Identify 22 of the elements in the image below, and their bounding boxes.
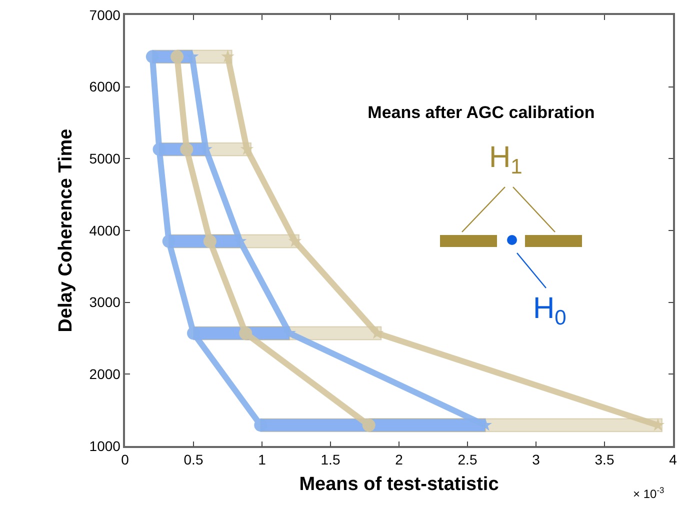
x-tick-label: 1.5	[320, 452, 340, 468]
y-tick-label: 4000	[89, 222, 121, 238]
x-tick-label: 3.5	[594, 452, 614, 468]
y-tick-label: 7000	[89, 6, 121, 23]
x-tick-label: 2	[395, 452, 404, 468]
y-tick-label: 5000	[89, 150, 121, 167]
text: Means after AGC calibration	[368, 102, 595, 122]
annotation: H$_{1}$	[489, 141, 522, 178]
annotation: H$_{0}$	[533, 292, 566, 330]
x-tick-label: 4	[669, 452, 678, 468]
x-tick-label: 3	[532, 452, 540, 468]
x-tick-label: 0.5	[184, 452, 204, 468]
x-tick-label: 2.5	[458, 452, 478, 468]
y-axis-title: Delay Coherence Time	[56, 128, 77, 332]
x-tick-label: 1	[258, 452, 266, 468]
y-tick-label: 1000	[89, 438, 121, 454]
text: × 10$^{-3}$	[633, 485, 664, 502]
x-axis-title: Means of test-statistic	[299, 474, 500, 495]
x-tick-label: 0	[121, 452, 130, 468]
y-tick-label: 6000	[89, 78, 121, 95]
y-tick-label: 2000	[89, 366, 121, 382]
y-tick-label: 3000	[89, 294, 121, 310]
